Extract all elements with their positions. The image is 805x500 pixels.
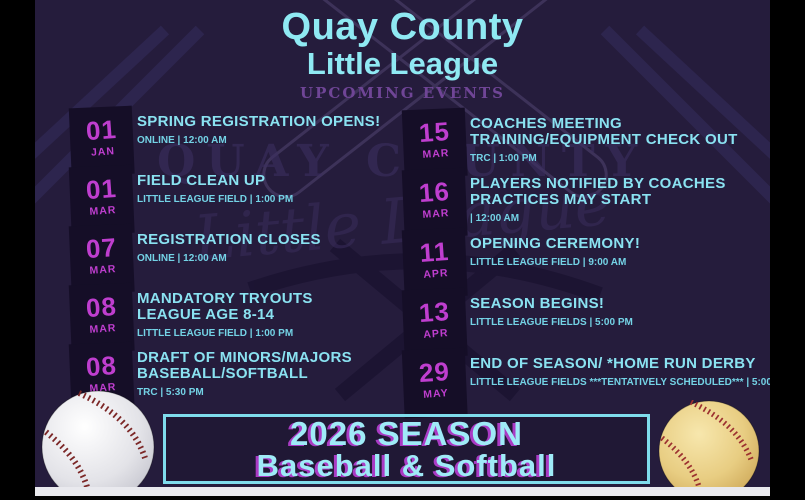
upcoming-events-label: UPCOMING EVENTS [300, 84, 505, 102]
event-day: 01 [84, 113, 118, 147]
event-text: COACHES MEETING TRAINING/EQUIPMENT CHECK… [470, 115, 738, 165]
event-month: MAR [422, 147, 450, 161]
event-title: MANDATORY TRYOUTS [137, 290, 313, 307]
softball-icon [658, 400, 760, 487]
event-text: OPENING CEREMONY! LITTLE LEAGUE FIELD | … [470, 235, 641, 269]
event-details: LITTLE LEAGUE FIELD | 9:00 AM [470, 257, 627, 268]
event-day: 08 [84, 290, 118, 324]
event-title-line2: TRAINING/EQUIPMENT CHECK OUT [470, 131, 738, 148]
event-row-right-1: 15 MAR COACHES MEETING TRAINING/EQUIPMEN… [406, 110, 753, 170]
event-day: 16 [417, 175, 451, 209]
event-text: REGISTRATION CLOSES ONLINE | 12:00 AM [137, 231, 321, 265]
event-month: APR [422, 327, 449, 341]
event-title: SEASON BEGINS! [470, 295, 605, 312]
event-day: 01 [84, 172, 118, 206]
event-day: 15 [417, 115, 451, 149]
event-date-box: 01 JAN [73, 108, 131, 168]
event-month: MAY [422, 387, 450, 401]
event-date-box: 16 MAR [406, 170, 464, 230]
event-details: LITTLE LEAGUE FIELD | 1:00 PM [137, 328, 294, 339]
page-title-line2: Little League [306, 46, 499, 81]
event-row-left-3: 07 MAR REGISTRATION CLOSES ONLINE | 12:0… [73, 226, 420, 286]
event-title: PLAYERS NOTIFIED BY COACHES [470, 175, 726, 192]
event-title: OPENING CEREMONY! [470, 235, 641, 252]
event-row-right-2: 16 MAR PLAYERS NOTIFIED BY COACHES PRACT… [406, 170, 753, 230]
page-title-line1: Quay County [281, 6, 524, 48]
event-row-left-4: 08 MAR MANDATORY TRYOUTS LEAGUE AGE 8-14… [73, 285, 420, 345]
poster-header: Quay County Little League UPCOMING EVENT… [35, 6, 770, 102]
event-day: 08 [84, 349, 118, 383]
event-row-right-4: 13 APR SEASON BEGINS! LITTLE LEAGUE FIEL… [406, 290, 753, 350]
baseball-icon [41, 390, 155, 487]
event-month: MAR [89, 204, 117, 218]
event-details: TRC | 1:00 PM [470, 153, 537, 164]
event-title-line2: BASEBALL/SOFTBALL [137, 365, 308, 382]
event-details: TRC | 5:30 PM [137, 387, 204, 398]
event-month: MAR [89, 263, 117, 277]
event-title-line2: LEAGUE AGE 8-14 [137, 306, 275, 323]
event-row-right-5: 29 MAY END OF SEASON/ *HOME RUN DERBY LI… [406, 350, 770, 410]
event-details: ONLINE | 12:00 AM [137, 135, 227, 146]
event-details: LITTLE LEAGUE FIELDS | 5:00 PM [470, 317, 633, 328]
event-text: PLAYERS NOTIFIED BY COACHES PRACTICES MA… [470, 175, 726, 225]
event-row-right-3: 11 APR OPENING CEREMONY! LITTLE LEAGUE F… [406, 230, 753, 290]
season-banner-title: 2026 SEASON [290, 414, 523, 452]
event-date-box: 13 APR [406, 290, 464, 350]
event-month: APR [422, 267, 449, 281]
event-day: 07 [84, 231, 118, 265]
event-date-box: 29 MAY [406, 350, 464, 410]
event-text: DRAFT OF MINORS/MAJORS BASEBALL/SOFTBALL… [137, 349, 352, 399]
event-month: MAR [89, 322, 117, 336]
event-date-box: 01 MAR [73, 167, 131, 227]
event-details: ONLINE | 12:00 AM [137, 253, 227, 264]
bottom-divider [35, 487, 770, 496]
poster-background: QUAY COUNTY Little League Quay County Li… [35, 0, 770, 487]
event-text: END OF SEASON/ *HOME RUN DERBY LITTLE LE… [470, 355, 770, 389]
event-details: LITTLE LEAGUE FIELD | 1:00 PM [137, 194, 294, 205]
event-title-line2: PRACTICES MAY START [470, 191, 652, 208]
event-row-left-2: 01 MAR FIELD CLEAN UP LITTLE LEAGUE FIEL… [73, 167, 420, 227]
event-day: 29 [417, 355, 451, 389]
event-date-box: 07 MAR [73, 226, 131, 286]
event-title: END OF SEASON/ *HOME RUN DERBY [470, 355, 756, 372]
event-month: MAR [422, 207, 450, 221]
event-date-box: 11 APR [406, 230, 464, 290]
event-month: JAN [90, 145, 116, 159]
event-text: SPRING REGISTRATION OPENS! ONLINE | 12:0… [137, 113, 381, 147]
event-date-box: 15 MAR [406, 110, 464, 170]
event-day: 11 [418, 236, 451, 269]
event-text: SEASON BEGINS! LITTLE LEAGUE FIELDS | 5:… [470, 295, 633, 329]
event-title: DRAFT OF MINORS/MAJORS [137, 349, 352, 366]
season-banner: 2026 SEASON Baseball & Softball [163, 414, 650, 484]
event-title: FIELD CLEAN UP [137, 172, 266, 189]
event-text: FIELD CLEAN UP LITTLE LEAGUE FIELD | 1:0… [137, 172, 294, 206]
event-day: 13 [417, 295, 451, 329]
season-banner-subtitle: Baseball & Softball [256, 447, 557, 483]
event-text: MANDATORY TRYOUTS LEAGUE AGE 8-14 LITTLE… [137, 290, 313, 340]
event-title: COACHES MEETING [470, 115, 623, 132]
event-title: REGISTRATION CLOSES [137, 231, 321, 248]
event-title: SPRING REGISTRATION OPENS! [137, 113, 381, 130]
event-row-left-5: 08 MAR DRAFT OF MINORS/MAJORS BASEBALL/S… [73, 344, 420, 404]
event-details: | 12:00 AM [470, 213, 520, 224]
event-row-left-1: 01 JAN SPRING REGISTRATION OPENS! ONLINE… [73, 108, 420, 168]
event-details: LITTLE LEAGUE FIELDS ***TENTATIVELY SCHE… [470, 377, 770, 388]
event-date-box: 08 MAR [73, 285, 131, 345]
